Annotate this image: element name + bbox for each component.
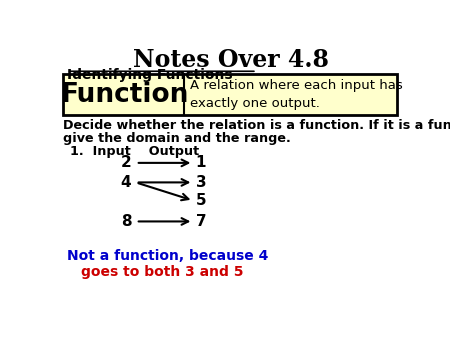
Text: give the domain and the range.: give the domain and the range. xyxy=(63,132,291,145)
Text: goes to both 3 and 5: goes to both 3 and 5 xyxy=(81,265,243,279)
Text: Identifying Functions: Identifying Functions xyxy=(67,68,232,82)
Text: 3: 3 xyxy=(196,175,206,190)
Text: 8: 8 xyxy=(121,214,131,229)
Text: A relation where each input has
exactly one output.: A relation where each input has exactly … xyxy=(190,79,403,110)
Text: Not a function, because 4: Not a function, because 4 xyxy=(67,249,268,263)
Text: 5: 5 xyxy=(196,193,206,208)
Text: Function: Function xyxy=(61,81,189,107)
Text: 7: 7 xyxy=(196,214,206,229)
Text: Notes Over 4.8: Notes Over 4.8 xyxy=(133,48,328,72)
Text: 1: 1 xyxy=(196,155,206,170)
Text: 1.  Input    Output: 1. Input Output xyxy=(70,145,199,158)
Bar xyxy=(63,74,397,115)
Text: Decide whether the relation is a function. If it is a function,: Decide whether the relation is a functio… xyxy=(63,119,450,131)
Text: 4: 4 xyxy=(121,175,131,190)
Text: 2: 2 xyxy=(121,155,131,170)
